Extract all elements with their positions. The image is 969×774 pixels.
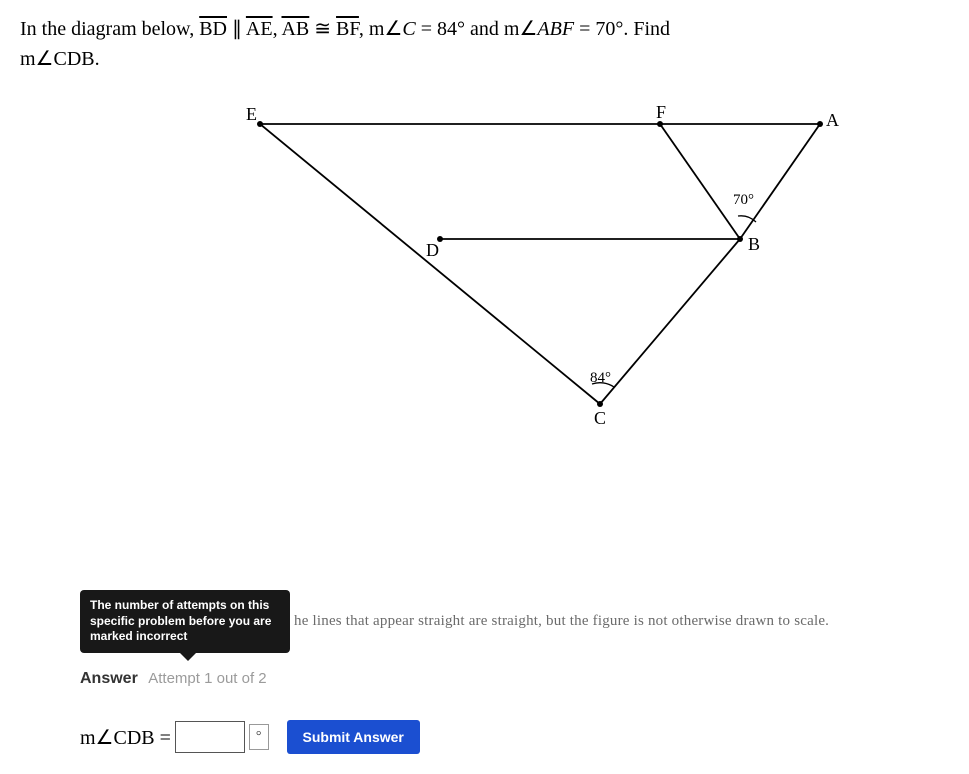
text: = 84° and m∠	[416, 18, 538, 40]
scale-note: he lines that appear straight are straig…	[294, 613, 829, 630]
answer-label: Answer	[80, 670, 138, 687]
label-A: A	[826, 110, 839, 130]
submit-button[interactable]: Submit Answer	[287, 720, 420, 754]
segment-AB: AB	[281, 18, 309, 40]
congruent-symbol: ≅	[309, 18, 336, 40]
angle-70: 70°	[733, 192, 754, 208]
answer-expression: m∠CDB = °	[80, 721, 269, 753]
expression-text: m∠CDB =	[80, 725, 171, 750]
notice-row: The number of attempts on this specific …	[80, 590, 829, 653]
label-E: E	[246, 104, 257, 124]
degree-symbol: °	[249, 724, 269, 750]
diagram: E F A D B C 70° 84°	[0, 94, 969, 494]
label-D: D	[426, 240, 439, 260]
text: , m∠	[359, 18, 403, 40]
geometry-figure: E F A D B C 70° 84°	[240, 104, 860, 444]
label-C: C	[594, 408, 606, 428]
text: In the diagram below,	[20, 18, 199, 40]
attempts-tooltip: The number of attempts on this specific …	[80, 590, 290, 653]
label-B: B	[748, 234, 760, 254]
parallel-symbol: ∥	[227, 18, 246, 40]
segment-AE: AE	[246, 18, 273, 40]
text: = 70°. Find	[574, 18, 670, 40]
angle-C: C	[402, 18, 415, 40]
segment-BD: BD	[199, 18, 227, 40]
segment-BF: BF	[336, 18, 359, 40]
answer-header: Answer Attempt 1 out of 2	[80, 670, 267, 688]
answer-input-row: m∠CDB = ° Submit Answer	[80, 720, 420, 754]
find-text: m∠CDB.	[20, 48, 100, 70]
label-F: F	[656, 104, 666, 122]
angle-input[interactable]	[175, 721, 245, 753]
problem-statement: In the diagram below, BD ∥ AE, AB ≅ BF, …	[0, 0, 969, 74]
angle-ABF: ABF	[537, 18, 574, 40]
attempt-count: Attempt 1 out of 2	[148, 670, 266, 687]
